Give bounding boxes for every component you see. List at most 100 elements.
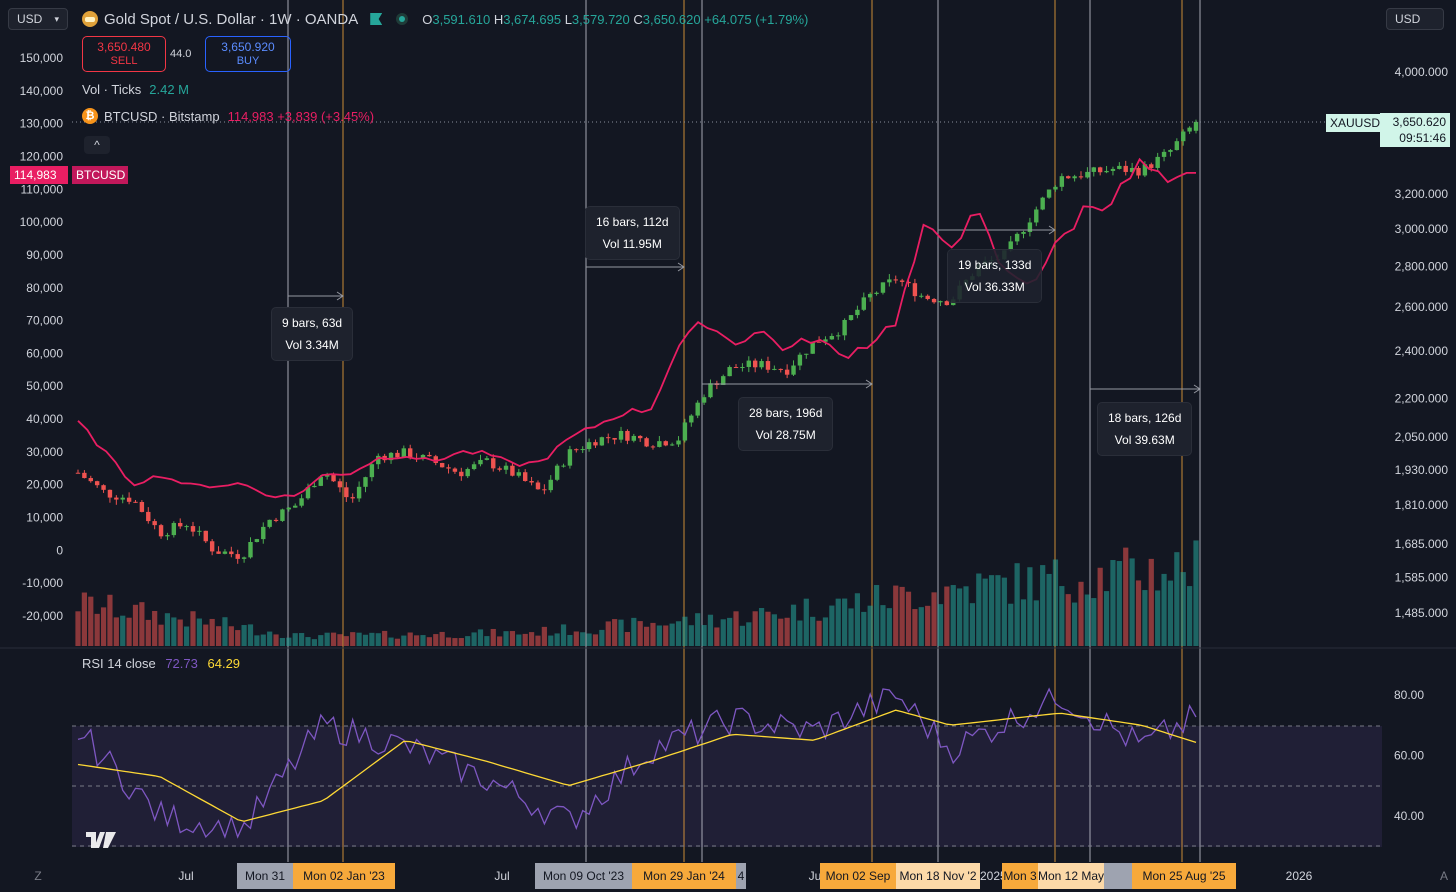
btc-axis-tick: 90,000 bbox=[26, 248, 63, 262]
volume-bar bbox=[279, 637, 286, 646]
measure-label-3[interactable]: 28 bars, 196d Vol 28.75M bbox=[739, 398, 833, 450]
corner-right-label[interactable]: A bbox=[1439, 869, 1448, 883]
measure-arrowhead bbox=[1193, 384, 1201, 394]
rsi-legend-label: RSI 14 close bbox=[82, 656, 156, 671]
candle-body bbox=[82, 472, 87, 479]
currency-select-right[interactable]: USD bbox=[1386, 8, 1444, 30]
time-marker-25-aug-25: Mon 25 Aug '25 bbox=[1132, 863, 1236, 889]
candle-body bbox=[523, 472, 528, 482]
candle-body bbox=[491, 458, 496, 469]
measure-label-1[interactable]: 9 bars, 63d Vol 3.34M bbox=[272, 308, 353, 360]
sell-button[interactable]: 3,650.480 SELL bbox=[82, 36, 166, 72]
volume-legend-value: 2.42 M bbox=[149, 82, 189, 97]
volume-bar bbox=[228, 626, 234, 646]
volume-bar bbox=[535, 635, 541, 646]
volume-bar bbox=[720, 619, 726, 646]
volume-bar bbox=[407, 632, 413, 646]
volume-bar bbox=[746, 622, 752, 646]
volume-bar bbox=[631, 617, 637, 646]
candle-body bbox=[286, 507, 292, 510]
candle-body bbox=[222, 551, 228, 554]
time-marker-mon-31: Mon 31 bbox=[237, 863, 293, 889]
price-axis-tick: 2,050.000 bbox=[1395, 430, 1449, 444]
volume-bar bbox=[580, 632, 586, 646]
btc-legend[interactable]: ₿ BTCUSD · Bitstamp 114,983 +3,839 (+3.4… bbox=[82, 108, 374, 124]
symbol-title[interactable]: Gold Spot / U.S. Dollar · 1W · OANDA bbox=[104, 10, 359, 28]
volume-bar bbox=[235, 630, 241, 646]
volume-bar bbox=[727, 617, 733, 646]
candle-body bbox=[120, 497, 125, 500]
volume-bar bbox=[976, 573, 982, 646]
volume-bar bbox=[1072, 602, 1078, 646]
candle-body bbox=[606, 437, 611, 439]
collapse-legend-button[interactable]: ^ bbox=[84, 136, 110, 154]
candle-body bbox=[689, 415, 694, 423]
volume-bar bbox=[752, 611, 758, 646]
btc-axis-tick: 20,000 bbox=[26, 478, 63, 492]
volume-bar bbox=[803, 598, 809, 646]
candle-body bbox=[344, 487, 349, 498]
volume-bar bbox=[688, 625, 694, 646]
volume-bar bbox=[822, 617, 829, 646]
candle-body bbox=[542, 489, 547, 491]
volume-bar bbox=[612, 619, 618, 646]
candle-body bbox=[823, 339, 828, 342]
rsi-legend[interactable]: RSI 14 close 72.73 64.29 bbox=[82, 656, 240, 671]
rsi-line bbox=[77, 687, 1197, 839]
candle-body bbox=[1193, 121, 1199, 131]
price-axis[interactable]: 4,000.000 3,200.000 3,000.000 2,800.000 2,60… bbox=[1395, 65, 1449, 620]
price-axis-tick: 1,485.000 bbox=[1395, 606, 1449, 620]
volume-bar bbox=[656, 625, 662, 646]
volume-bar bbox=[1135, 580, 1142, 646]
volume-bar bbox=[311, 639, 317, 646]
measure-label-2[interactable]: 16 bars, 112d Vol 11.95M bbox=[586, 207, 679, 259]
candle-body bbox=[107, 489, 113, 498]
volume-bar bbox=[637, 621, 643, 646]
market-status-icon[interactable] bbox=[396, 13, 409, 25]
volume-bar bbox=[995, 575, 1001, 646]
volume-bar bbox=[1180, 572, 1186, 646]
volume-bar bbox=[1046, 573, 1052, 646]
volume-bar bbox=[465, 636, 471, 646]
candle-body bbox=[893, 279, 898, 281]
tradingview-logo bbox=[86, 832, 116, 848]
btc-axis-tick: 120,000 bbox=[20, 149, 64, 163]
time-tick-jul-2: Jul bbox=[494, 869, 510, 883]
candle-body bbox=[931, 298, 937, 303]
volume-bar bbox=[1008, 603, 1014, 646]
candle-body bbox=[254, 539, 260, 542]
corner-left-label[interactable]: Z bbox=[34, 869, 42, 883]
volume-bar bbox=[484, 636, 490, 646]
time-marker-gap bbox=[1104, 863, 1132, 889]
volume-bar bbox=[854, 593, 861, 646]
volume-bar bbox=[497, 636, 503, 646]
volume-bar bbox=[184, 626, 190, 646]
flag-icon[interactable] bbox=[370, 13, 383, 25]
volume-legend[interactable]: Vol · Ticks 2.42 M bbox=[82, 82, 189, 97]
candle-body bbox=[1110, 168, 1116, 171]
buy-button[interactable]: 3,650.920 BUY bbox=[205, 36, 291, 72]
volume-bar bbox=[1155, 590, 1161, 646]
ohlc-c-key: C bbox=[633, 11, 643, 27]
time-marker-12-may: Mon 12 May '2 bbox=[1038, 863, 1104, 889]
btc-axis-tick: 60,000 bbox=[26, 346, 63, 360]
measure-label-4[interactable]: 19 bars, 133d Vol 36.33M bbox=[948, 250, 1042, 302]
candle-body bbox=[446, 467, 451, 469]
candle-body bbox=[312, 485, 317, 488]
btc-legend-value: 114,983 +3,839 (+3.45%) bbox=[227, 108, 375, 124]
volume-bar bbox=[988, 575, 995, 646]
volume-bar bbox=[324, 632, 330, 646]
volume-bar bbox=[516, 634, 522, 646]
symbol-header[interactable]: Gold Spot / U.S. Dollar · 1W · OANDA O3,… bbox=[82, 8, 808, 30]
measure-vol-4: Vol 36.33M bbox=[964, 280, 1025, 294]
measure-label-5[interactable]: 18 bars, 126d Vol 39.63M bbox=[1098, 403, 1192, 455]
measure-bars-4: 19 bars, 133d bbox=[958, 258, 1032, 272]
candle-body bbox=[951, 299, 956, 306]
currency-select-left[interactable]: USD ▾ bbox=[8, 8, 68, 30]
volume-bar bbox=[164, 613, 171, 646]
candle-body bbox=[171, 522, 177, 536]
candle-body bbox=[197, 530, 202, 532]
measure-bars-2: 16 bars, 112d bbox=[596, 215, 669, 229]
volume-bar bbox=[733, 611, 739, 646]
